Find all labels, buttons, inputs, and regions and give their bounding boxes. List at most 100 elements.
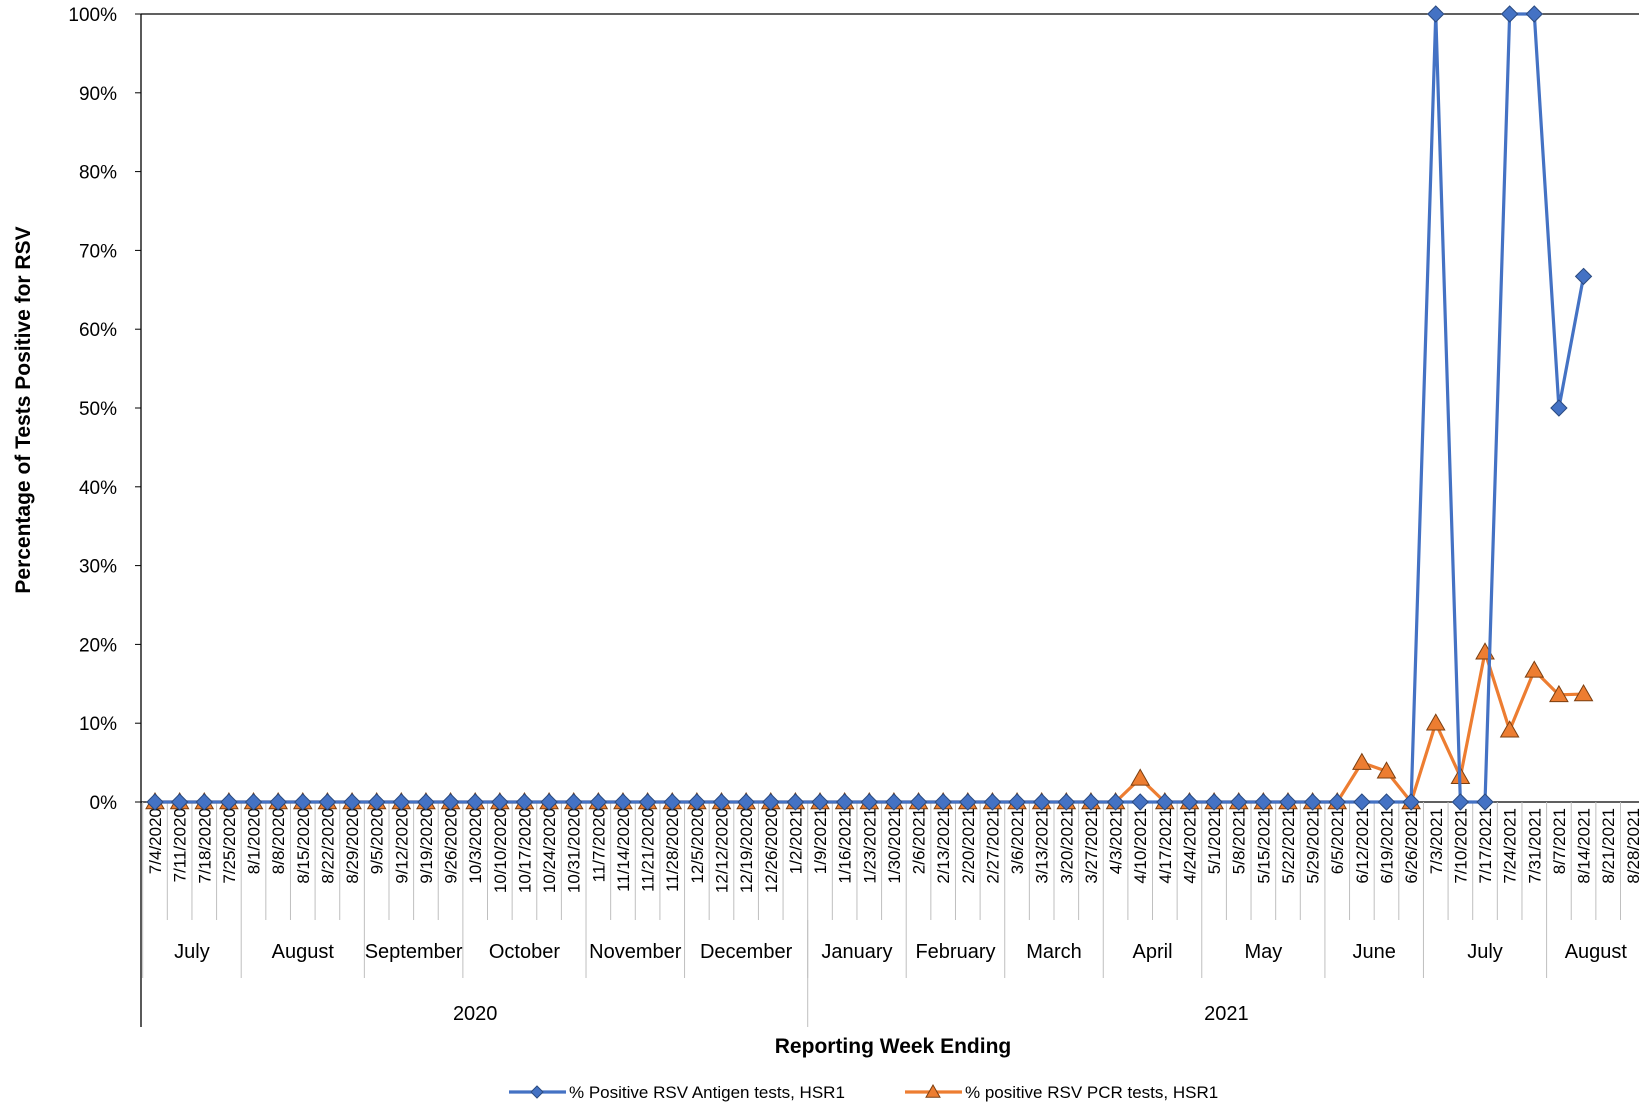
data-point <box>1451 793 1470 811</box>
data-point <box>1008 793 1026 811</box>
data-point <box>762 793 780 811</box>
x-tick-label: 3/27/2021 <box>1082 808 1101 884</box>
data-point <box>860 793 878 811</box>
x-tick-label: 6/12/2021 <box>1353 808 1372 884</box>
month-label: July <box>1467 941 1503 963</box>
x-tick-label: 1/9/2021 <box>811 808 830 874</box>
x-tick-label: 12/12/2020 <box>712 808 731 893</box>
data-point <box>220 793 238 811</box>
x-tick-label: 10/24/2020 <box>540 808 559 893</box>
pcr-series <box>145 642 1594 810</box>
month-label: October <box>489 941 560 963</box>
data-point <box>1476 793 1494 811</box>
y-tick-label: 90% <box>79 84 117 105</box>
x-tick-label: 5/8/2021 <box>1230 808 1249 874</box>
month-label: January <box>821 941 892 963</box>
x-tick-label: 8/15/2020 <box>294 808 313 884</box>
year-label: 2020 <box>453 1003 498 1025</box>
data-point <box>983 793 1002 811</box>
x-tick-label: 4/24/2021 <box>1180 808 1199 884</box>
data-point <box>1427 5 1445 23</box>
x-tick-label: 11/21/2020 <box>639 808 658 892</box>
legend-label: % Positive RSV Antigen tests, HSR1 <box>569 1083 845 1102</box>
x-tick-label: 9/5/2020 <box>368 808 387 874</box>
x-tick-label: 8/14/2021 <box>1575 808 1594 884</box>
x-tick-label: 8/7/2021 <box>1550 808 1569 874</box>
y-tick-label: 70% <box>79 241 117 262</box>
data-point <box>1524 660 1545 678</box>
data-point <box>909 793 928 811</box>
data-point <box>515 793 534 811</box>
y-tick-label: 10% <box>79 714 117 735</box>
data-point <box>1130 768 1151 786</box>
x-tick-label: 7/31/2021 <box>1525 808 1544 884</box>
x-axis-groups: July August September October November Decemb… <box>142 920 1628 1027</box>
data-point <box>392 793 411 811</box>
x-tick-label: 4/3/2021 <box>1107 808 1126 874</box>
x-tick-label: 3/13/2021 <box>1033 808 1052 884</box>
antigen-series <box>146 5 1593 811</box>
x-tick-label: 8/28/2021 <box>1624 808 1639 884</box>
data-point <box>835 793 854 811</box>
data-point <box>294 793 312 811</box>
x-axis-ticks: 7/4/2020 7/11/2020 7/18/2020 7/25/2020 8/1/2… <box>142 802 1639 920</box>
x-tick-label: 7/3/2021 <box>1427 808 1446 874</box>
x-tick-label: 10/3/2020 <box>466 808 485 884</box>
x-tick-label: 4/17/2021 <box>1156 808 1175 884</box>
data-point <box>195 793 213 811</box>
y-tick-label: 30% <box>79 557 117 578</box>
data-point <box>1376 761 1397 779</box>
month-label: June <box>1352 941 1395 963</box>
month-label: July <box>174 941 210 963</box>
x-tick-label: 6/5/2021 <box>1328 808 1347 874</box>
x-tick-label: 11/14/2020 <box>614 808 633 892</box>
legend-item: % positive RSV PCR tests, HSR1 <box>905 1083 1218 1102</box>
month-label: February <box>915 941 995 963</box>
series-line <box>155 12 1586 804</box>
month-label: August <box>272 941 335 963</box>
month-label: May <box>1244 941 1282 963</box>
data-point <box>1574 267 1593 286</box>
data-point <box>1500 5 1519 23</box>
x-tick-label: 7/18/2020 <box>195 808 214 884</box>
x-tick-label: 1/23/2021 <box>860 808 879 884</box>
legend-label: % positive RSV PCR tests, HSR1 <box>965 1083 1218 1102</box>
data-point <box>1303 793 1322 811</box>
month-label: August <box>1565 941 1628 963</box>
x-tick-label: 8/8/2020 <box>269 808 288 874</box>
data-point <box>885 793 903 811</box>
data-point <box>1106 793 1125 811</box>
x-tick-label: 10/10/2020 <box>491 808 510 893</box>
y-axis-title: Percentage of Tests Positive for RSV <box>12 226 35 593</box>
data-point <box>1057 793 1076 811</box>
data-point <box>1352 752 1372 770</box>
data-point <box>934 793 952 811</box>
x-tick-label: 2/20/2021 <box>959 808 978 884</box>
x-tick-label: 11/7/2020 <box>589 808 608 882</box>
data-point <box>811 793 829 811</box>
y-axis-ticks: 0% 10% 20% 30% 40% 50% 60% 70% 80% 90% 100% <box>68 5 141 814</box>
x-tick-label: 10/31/2020 <box>565 808 584 893</box>
x-tick-label: 6/19/2021 <box>1378 808 1397 884</box>
data-point <box>589 793 608 811</box>
data-point <box>663 793 681 811</box>
x-tick-label: 4/10/2021 <box>1131 808 1150 884</box>
x-tick-label: 9/19/2020 <box>417 808 436 884</box>
data-point <box>1131 793 1149 811</box>
data-point <box>491 793 509 811</box>
x-tick-label: 7/11/2020 <box>171 808 190 882</box>
x-tick-label: 7/17/2021 <box>1476 808 1495 884</box>
data-point <box>1230 793 1248 811</box>
year-label: 2021 <box>1204 1003 1249 1025</box>
x-tick-label: 5/1/2021 <box>1205 808 1224 874</box>
month-label: November <box>589 941 682 963</box>
month-label: September <box>365 941 463 963</box>
legend-marker <box>530 1085 544 1099</box>
x-tick-label: 3/20/2021 <box>1057 808 1076 884</box>
x-tick-label: 2/27/2021 <box>983 808 1002 884</box>
data-point <box>1082 793 1100 811</box>
month-label: December <box>700 941 793 963</box>
x-tick-label: 9/12/2020 <box>392 808 411 884</box>
x-tick-label: 7/24/2021 <box>1501 808 1520 884</box>
data-point <box>737 793 755 811</box>
